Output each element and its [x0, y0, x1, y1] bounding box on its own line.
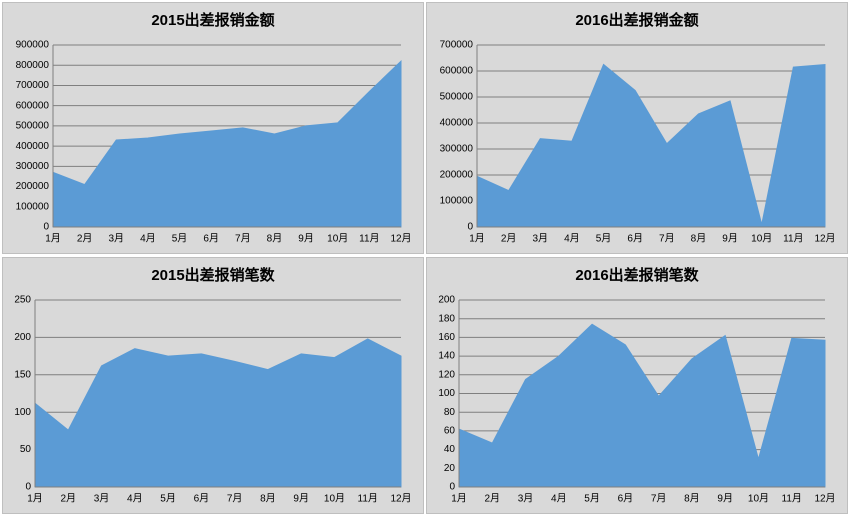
x-tick-label: 3月: [518, 493, 534, 505]
x-tick-label: 9月: [293, 493, 309, 505]
y-tick-label: 900000: [16, 40, 50, 51]
y-tick-label: 0: [449, 482, 455, 493]
x-tick-label: 12月: [814, 233, 835, 245]
y-tick-label: 200: [14, 332, 31, 343]
chart-title: 2015出差报销笔数: [151, 266, 275, 284]
x-tick-label: 2月: [77, 233, 93, 245]
y-tick-label: 0: [467, 222, 473, 233]
x-tick-label: 1月: [451, 493, 467, 505]
chart-panel: 2016出差报销金额 0 100000 200000 300000 400000 50000…: [426, 2, 848, 254]
chart-panel: 2015出差报销金额 0 100000 200000 300000 400000 50000…: [2, 2, 424, 254]
area: [52, 60, 402, 228]
x-tick-label: 7月: [659, 233, 675, 245]
y-tick-label: 140: [438, 351, 455, 362]
y-tick-label: 40: [444, 444, 456, 455]
y-tick-label: 800000: [16, 60, 50, 71]
x-tick-label: 10月: [327, 233, 348, 245]
y-tick-label: 500000: [16, 121, 50, 132]
x-tick-label: 6月: [627, 233, 643, 245]
x-tick-label: 3月: [532, 233, 548, 245]
y-tick-label: 100: [14, 407, 31, 418]
y-tick-label: 400000: [16, 141, 50, 152]
y-tick-label: 80: [444, 407, 456, 418]
y-tick-label: 180: [438, 313, 455, 324]
x-tick-label: 11月: [358, 493, 378, 505]
y-tick-label: 100: [438, 388, 455, 399]
x-tick-label: 11月: [783, 233, 803, 245]
x-tick-label: 9月: [722, 233, 738, 245]
x-tick-label: 2月: [60, 493, 76, 505]
y-tick-label: 0: [25, 482, 31, 493]
y-tick-label: 600000: [16, 100, 50, 111]
x-tick-label: 4月: [564, 233, 580, 245]
x-tick-label: 3月: [94, 493, 110, 505]
y-tick-label: 150: [14, 369, 31, 380]
chart-title: 2016出差报销笔数: [575, 266, 699, 284]
y-tick-label: 0: [43, 222, 49, 233]
x-tick-label: 4月: [127, 493, 143, 505]
x-tick-label: 8月: [267, 233, 283, 245]
chart-panel: 2015出差报销笔数 0 50 100 150 200 250 1月 2月 3月 4月 5月 6月 7月 8…: [2, 257, 424, 514]
x-tick-label: 6月: [618, 493, 634, 505]
x-tick-label: 5月: [584, 493, 600, 505]
x-tick-label: 9月: [717, 493, 733, 505]
x-tick-label: 6月: [194, 493, 210, 505]
x-tick-label: 11月: [359, 233, 379, 245]
area: [34, 338, 402, 488]
x-tick-label: 12月: [390, 233, 411, 245]
y-tick-label: 700000: [440, 40, 474, 51]
x-tick-label: 2月: [501, 233, 517, 245]
x-tick-label: 10月: [748, 493, 769, 505]
x-tick-label: 5月: [172, 233, 188, 245]
x-tick-label: 7月: [235, 233, 251, 245]
y-tick-label: 100000: [440, 196, 474, 207]
x-tick-label: 8月: [684, 493, 700, 505]
x-tick-label: 3月: [108, 233, 124, 245]
x-tick-label: 7月: [227, 493, 243, 505]
x-tick-label: 5月: [160, 493, 176, 505]
x-tick-label: 9月: [298, 233, 314, 245]
y-tick-label: 700000: [16, 80, 50, 91]
x-tick-label: 4月: [140, 233, 156, 245]
y-tick-label: 200: [438, 295, 455, 306]
x-tick-label: 8月: [260, 493, 276, 505]
x-tick-label: 1月: [27, 493, 43, 505]
y-tick-label: 300000: [16, 161, 50, 172]
x-tick-label: 2月: [484, 493, 500, 505]
x-tick-label: 1月: [45, 233, 61, 245]
y-tick-label: 300000: [440, 144, 474, 155]
y-tick-label: 160: [438, 332, 455, 343]
x-tick-label: 1月: [469, 233, 485, 245]
y-tick-label: 600000: [440, 66, 474, 77]
x-tick-label: 7月: [651, 493, 667, 505]
y-tick-label: 200000: [16, 181, 50, 192]
area: [476, 63, 826, 228]
y-tick-label: 100000: [16, 201, 50, 212]
x-tick-label: 12月: [390, 493, 411, 505]
x-tick-label: 10月: [751, 233, 772, 245]
y-tick-label: 200000: [440, 170, 474, 181]
y-tick-label: 500000: [440, 92, 474, 103]
chart-title: 2015出差报销金额: [151, 11, 274, 29]
area: [458, 323, 826, 488]
x-tick-label: 10月: [324, 493, 345, 505]
x-tick-label: 8月: [691, 233, 707, 245]
chart-panel: 2016出差报销笔数 0 20 40 60 80 100 120 140 160 180 200 1月 2…: [426, 257, 848, 514]
y-tick-label: 250: [14, 295, 31, 306]
y-tick-label: 400000: [440, 118, 474, 129]
x-tick-label: 11月: [782, 493, 802, 505]
y-tick-label: 60: [444, 426, 456, 437]
x-tick-label: 5月: [596, 233, 612, 245]
chart-title: 2016出差报销金额: [575, 11, 698, 29]
x-tick-label: 12月: [814, 493, 835, 505]
y-tick-label: 120: [438, 369, 455, 380]
y-tick-label: 50: [20, 444, 32, 455]
x-tick-label: 4月: [551, 493, 567, 505]
y-tick-label: 20: [444, 463, 456, 474]
x-tick-label: 6月: [203, 233, 219, 245]
